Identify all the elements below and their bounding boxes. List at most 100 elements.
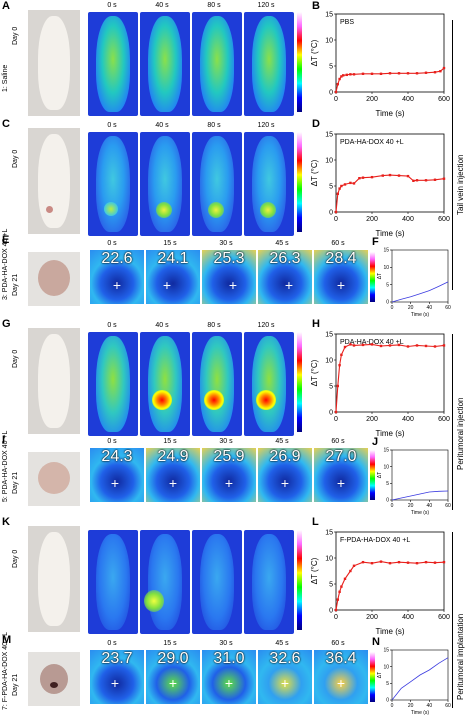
y-axis-label: ΔT (°C) [310, 159, 319, 186]
data-point [397, 174, 401, 177]
y-tick-label: 0 [329, 409, 333, 416]
time-label: 0 s [107, 240, 117, 247]
time-label: 40 s [155, 322, 169, 329]
data-point [433, 71, 437, 74]
day-label: Day 21 [12, 471, 19, 494]
tumor-photo [28, 652, 80, 706]
data-point [338, 590, 341, 593]
crosshair-icon: + [336, 675, 346, 691]
panel-letter-e: E [2, 234, 10, 246]
temperature-readout: 24.1 [157, 250, 189, 267]
x-tick-label: 600 [438, 416, 450, 423]
plot-frame [335, 333, 445, 413]
data-point [415, 562, 419, 565]
data-point [442, 66, 446, 70]
x-tick-label: 40 [427, 703, 433, 709]
data-point [379, 344, 383, 348]
chart-pda-peri: 0 200 400 600 0 5 10 15 Time (s) ΔT (°C) PDA-HA-DO… [310, 331, 450, 438]
x-tick-label: 400 [402, 216, 414, 223]
x-tick-label: 200 [366, 216, 378, 223]
day-label: Day 0 [12, 26, 19, 45]
zoom-thermal-image: 28.4 + [314, 250, 368, 304]
data-point [442, 177, 446, 180]
time-label: 30 s [219, 640, 233, 647]
y-axis-label: ΔT (°C) [310, 39, 319, 66]
y-tick-label: 10 [383, 265, 389, 271]
data-point [334, 210, 338, 214]
data-point [406, 72, 410, 75]
x-tick-label: 60 [445, 305, 451, 311]
x-tick-label: 0 [391, 305, 394, 311]
data-point [442, 344, 446, 347]
x-tick-label: 40 [427, 305, 433, 311]
row-label-saline: 1: Saline [2, 64, 9, 92]
data-point [388, 173, 392, 177]
row-label-pda-peri: 5: PDA-HA-DOX 40 +L [2, 430, 9, 502]
panel-letter-f: F [372, 236, 379, 248]
x-tick-label: 60 [445, 503, 451, 509]
x-tick-label: 0 [391, 703, 394, 709]
data-point [349, 343, 352, 346]
y-tick-label: 0 [386, 300, 389, 306]
color-scale-bar [297, 530, 302, 630]
color-scale-bar [297, 332, 302, 432]
data-point [349, 73, 352, 76]
crosshair-icon: + [228, 277, 238, 293]
data-point [379, 72, 383, 75]
series-label: PBS [340, 19, 354, 26]
x-tick-label: 20 [408, 305, 414, 311]
y-tick-label: 15 [325, 11, 333, 18]
series-line [335, 67, 445, 93]
thermal-image [244, 132, 294, 236]
y-tick-label: 10 [325, 555, 333, 562]
crosshair-icon: + [280, 675, 290, 691]
panel-letter-n: N [372, 636, 380, 648]
chart-pbs: 0 200 400 600 0 5 10 15 Time (s) ΔT (°C) PBS [310, 11, 450, 118]
thermal-image [140, 530, 190, 634]
group-bracket [452, 334, 453, 510]
data-point [334, 410, 338, 414]
thermal-image [140, 132, 190, 236]
color-scale-bar [370, 252, 375, 302]
day-label: Day 0 [12, 349, 19, 368]
mouse-photo [28, 128, 80, 234]
panel-letter-m: M [2, 634, 12, 646]
data-point [415, 179, 419, 182]
panel-letter-j: J [372, 436, 379, 448]
time-label: 15 s [163, 438, 177, 445]
plot-frame [391, 649, 449, 701]
data-point [340, 353, 343, 356]
x-tick-label: 200 [366, 416, 378, 423]
temperature-readout: 24.3 [101, 448, 133, 465]
chart-fpda-imp: 0 200 400 600 0 5 10 15 Time (s) ΔT (°C) F-PDA-HA-… [310, 529, 450, 636]
crosshair-icon: + [110, 475, 120, 491]
panel-letter-b: B [312, 0, 320, 12]
data-point [381, 174, 384, 177]
data-point [412, 179, 415, 182]
time-label: 80 s [207, 322, 221, 329]
y-tick-label: 15 [325, 131, 333, 138]
data-point [388, 562, 392, 565]
thermal-image [192, 12, 242, 116]
zoom-thermal-image: 24.3 + [90, 448, 144, 502]
time-label: 45 s [275, 240, 289, 247]
time-label: 60 s [331, 640, 345, 647]
y-tick-label: 15 [325, 529, 333, 536]
y-tick-label: 5 [329, 63, 333, 70]
mouse-photo [28, 526, 80, 632]
y-tick-label: 5 [386, 681, 389, 687]
time-label: 120 s [257, 122, 275, 129]
x-tick-label: 60 [445, 703, 451, 709]
panel-letter-g: G [2, 318, 11, 330]
time-label: 45 s [275, 640, 289, 647]
data-point [349, 181, 352, 185]
data-point [424, 179, 428, 182]
group-bracket [452, 20, 453, 290]
panel-letter-c: C [2, 118, 10, 130]
data-point [338, 77, 341, 81]
data-point [406, 345, 410, 348]
temperature-readout: 29.0 [157, 650, 189, 667]
x-axis-label: Time (s) [411, 510, 429, 516]
thermal-image [88, 332, 138, 436]
color-scale-bar [297, 12, 302, 112]
